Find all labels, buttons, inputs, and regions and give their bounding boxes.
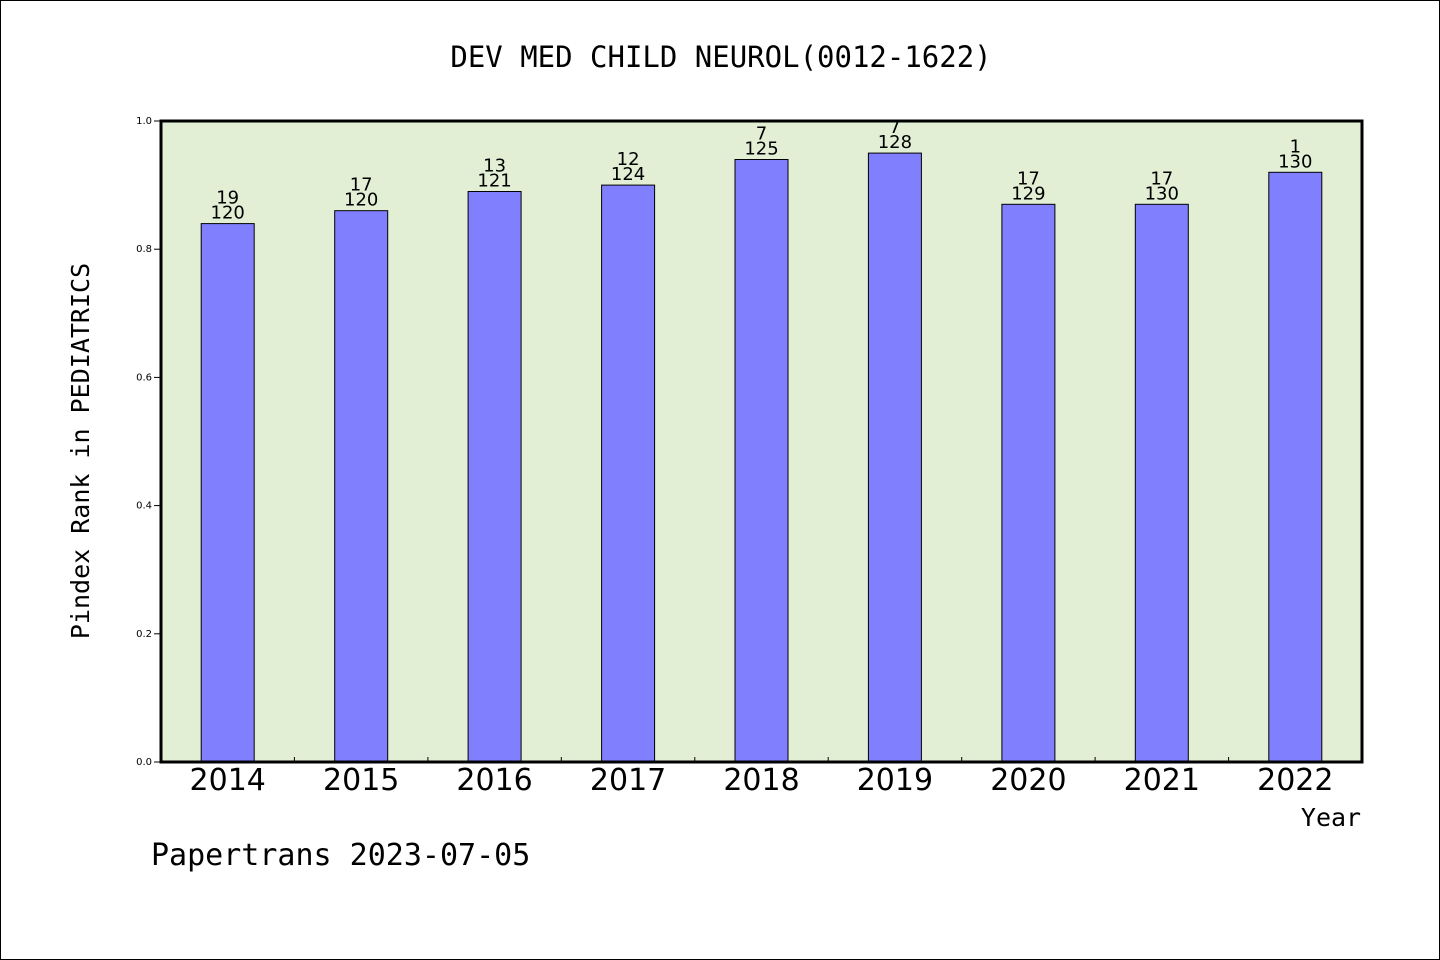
bar-2015: [334, 210, 389, 763]
x-axis: 2014 2015 2016 2017 2018 2019 2020 2021 2022: [190, 757, 1333, 798]
bars-group: [200, 152, 1323, 763]
x-tick-label-2016: 2016: [456, 763, 532, 798]
bar-2017: [601, 184, 656, 763]
bar-rank-label-2021: 17: [1150, 168, 1173, 189]
bar-total-label-2017: 124: [611, 164, 645, 185]
bar-labels-group: 1912017120131211212471257128171291713011…: [211, 117, 1313, 224]
bar-rank-label-2020: 17: [1017, 168, 1040, 189]
bar-rank-label-2017: 12: [617, 149, 640, 170]
x-tick-label-2015: 2015: [323, 763, 399, 798]
bar-2016: [467, 191, 522, 763]
x-tick-label-2022: 2022: [1257, 763, 1333, 798]
bar-2021: [1134, 203, 1189, 763]
x-tick-label-2021: 2021: [1124, 763, 1200, 798]
bar-total-label-2022: 130: [1278, 151, 1312, 172]
y-tick-label: 0.2: [136, 629, 152, 640]
bar-rank-label-2014: 19: [216, 188, 239, 209]
x-tick-label-2020: 2020: [990, 763, 1066, 798]
bar-total-label-2019: 128: [878, 132, 912, 153]
bar-total-label-2021: 130: [1145, 183, 1179, 204]
bar-total-label-2018: 125: [744, 139, 778, 160]
bar-total-label-2015: 120: [344, 190, 378, 211]
y-axis-label: Pindex Rank in PEDIATRICS: [66, 263, 95, 639]
bar-2018: [734, 159, 789, 763]
bar-rank-label-2022: 1: [1290, 136, 1301, 157]
bar-2022: [1268, 171, 1323, 763]
y-tick-label: 0.6: [136, 372, 152, 383]
bar-total-label-2020: 129: [1011, 183, 1045, 204]
x-tick-label-2018: 2018: [723, 763, 799, 798]
y-tick-label: 0.4: [136, 501, 152, 512]
x-tick-label-2017: 2017: [590, 763, 666, 798]
bar-2020: [1001, 203, 1056, 763]
x-tick-label-2019: 2019: [857, 763, 933, 798]
bar-2019: [867, 152, 922, 763]
bar-rank-label-2019: 7: [889, 117, 900, 138]
y-tick-label: 0.8: [136, 244, 152, 255]
bar-total-label-2016: 121: [477, 171, 511, 192]
bar-rank-label-2018: 7: [756, 124, 767, 145]
bar-rank-label-2016: 13: [483, 156, 506, 177]
x-axis-label: Year: [1301, 803, 1361, 832]
y-tick-label: 0.0: [136, 757, 152, 768]
chart-title: DEV MED CHILD NEUROL(0012-1622): [450, 40, 991, 74]
bar-2014: [200, 223, 255, 763]
footer-source: Papertrans 2023-07-05: [151, 838, 530, 873]
y-tick-label: 1.0: [136, 116, 152, 127]
x-tick-label-2014: 2014: [190, 763, 266, 798]
bar-total-label-2014: 120: [211, 203, 245, 224]
plot-border: [159, 119, 1364, 764]
bar-rank-label-2015: 17: [350, 175, 373, 196]
y-axis: 0.0 0.2 0.4 0.6 0.8 1.0: [136, 116, 161, 768]
